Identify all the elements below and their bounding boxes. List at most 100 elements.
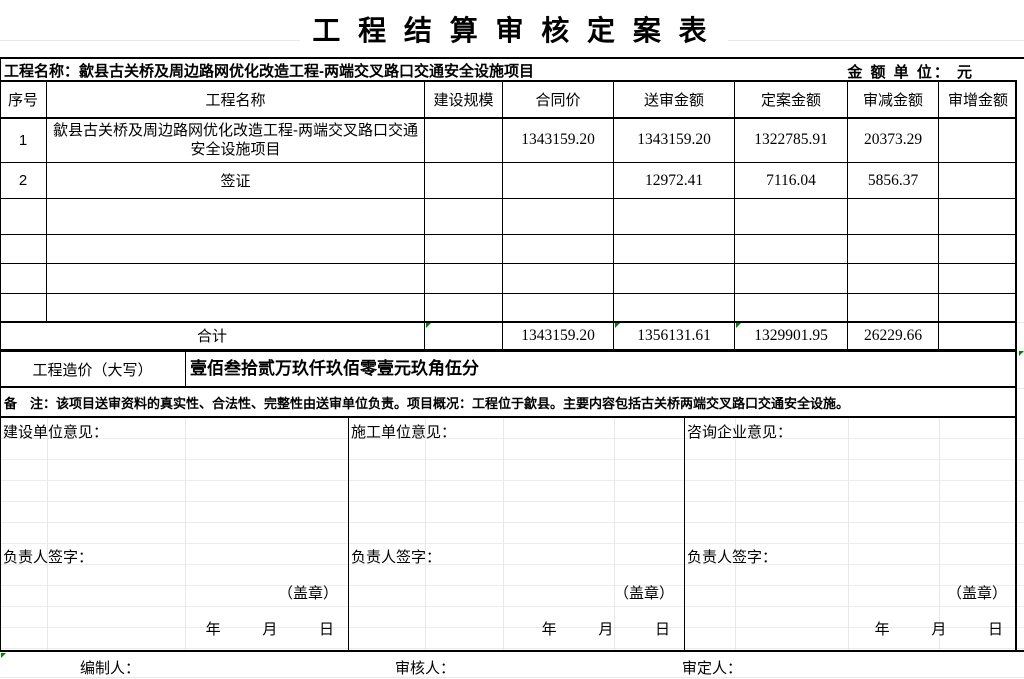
cell-reduced-amount[interactable] <box>848 235 939 264</box>
cell-finalized-amount[interactable] <box>735 199 848 235</box>
cell-scale[interactable] <box>425 199 503 235</box>
gridline <box>503 418 504 650</box>
cell-increased-amount[interactable] <box>939 235 1017 264</box>
cell-reduced-amount[interactable] <box>848 294 939 322</box>
cell-seq[interactable] <box>0 199 47 235</box>
cell-reduced-amount[interactable]: 5856.37 <box>848 163 939 199</box>
gridline-area <box>0 418 1024 650</box>
total-cell-reduced-amount[interactable]: 26229.66 <box>848 322 939 350</box>
gridline <box>185 418 186 650</box>
cell-contract-price[interactable]: 1343159.20 <box>503 118 614 163</box>
table-right-border <box>1015 82 1017 652</box>
cell-reduced-amount[interactable] <box>848 264 939 294</box>
total-bottom-border <box>0 350 1017 352</box>
cell-finalized-amount[interactable]: 7116.04 <box>735 163 848 199</box>
col-header-reduced-amount[interactable]: 审减金额 <box>848 82 939 118</box>
settlement-table: 序号 工程名称 建设规模 合同价 送审金额 定案金额 审减金额 审增金额 1 歙… <box>0 82 1017 350</box>
cell-error-triangle-icon <box>736 323 741 328</box>
col-header-finalized-amount[interactable]: 定案金额 <box>735 82 848 118</box>
header-bottom-border <box>0 117 1017 119</box>
cell-contract-price[interactable] <box>503 199 614 235</box>
cell-increased-amount[interactable] <box>939 118 1017 163</box>
cell-seq[interactable] <box>0 264 47 294</box>
cell-project-name[interactable]: 歙县古关桥及周边路网优化改造工程-两端交叉路口交通安全设施项目 <box>47 118 425 163</box>
cell-increased-amount[interactable] <box>939 163 1017 199</box>
opinion-box-consulting-firm[interactable]: 咨询企业意见： 负责人签字： （盖章） 年 月 日 <box>684 418 1017 650</box>
gridline <box>614 418 615 650</box>
cell-error-triangle-icon <box>1 653 6 658</box>
cell-finalized-amount[interactable] <box>735 294 848 322</box>
cell-seq[interactable]: 1 <box>0 118 47 163</box>
seal-label: （盖章） <box>277 585 338 602</box>
cell-scale[interactable] <box>425 163 503 199</box>
cell-seq[interactable] <box>0 294 47 322</box>
total-top-border <box>0 321 1017 323</box>
cell-scale[interactable] <box>425 235 503 264</box>
date-placeholder: 年 月 日 <box>541 621 670 638</box>
responsible-sign-label: 负责人签字： <box>351 549 442 566</box>
cell-finalized-amount[interactable] <box>735 235 848 264</box>
cell-reduced-amount[interactable]: 20373.29 <box>848 118 939 163</box>
cell-increased-amount[interactable] <box>939 199 1017 235</box>
col-header-project-name[interactable]: 工程名称 <box>47 82 425 118</box>
total-row-label[interactable]: 合计 <box>0 322 425 350</box>
total-cell-finalized-amount[interactable]: 1329901.95 <box>735 322 848 350</box>
col-header-seq[interactable]: 序号 <box>0 82 47 118</box>
cell-seq[interactable]: 2 <box>0 163 47 199</box>
approver-label[interactable]: 审定人： <box>682 660 743 677</box>
cell-submitted-amount[interactable]: 12972.41 <box>614 163 735 199</box>
cell-contract-price[interactable] <box>503 264 614 294</box>
cell-submitted-amount[interactable] <box>614 199 735 235</box>
gridline <box>425 418 426 650</box>
cell-project-name[interactable] <box>47 235 425 264</box>
cell-scale[interactable] <box>425 294 503 322</box>
cell-project-name[interactable]: 签证 <box>47 163 425 199</box>
cost-in-words-label[interactable]: 工程造价（大写） <box>0 352 186 386</box>
cell-scale[interactable] <box>425 264 503 294</box>
cell-project-name[interactable] <box>47 264 425 294</box>
cell-finalized-amount[interactable] <box>735 264 848 294</box>
cell-submitted-amount[interactable]: 1343159.20 <box>614 118 735 163</box>
total-cell-increased-amount[interactable] <box>939 322 1017 350</box>
cost-in-words-value[interactable]: 壹佰叁拾贰万玖仟玖佰零壹元玖角伍分 <box>190 359 479 378</box>
cell-increased-amount[interactable] <box>939 294 1017 322</box>
opinion-box-construction-unit[interactable]: 建设单位意见： 负责人签字： （盖章） 年 月 日 <box>0 418 348 650</box>
table-left-border <box>0 59 1 652</box>
amount-unit-label: 金 额 单 位： 元 <box>847 64 974 81</box>
divider <box>0 416 1017 418</box>
opinion-box-contractor-unit[interactable]: 施工单位意见： 负责人签字： （盖章） 年 月 日 <box>348 418 684 650</box>
col-header-scale[interactable]: 建设规模 <box>425 82 503 118</box>
col-header-contract-price[interactable]: 合同价 <box>503 82 614 118</box>
seal-label: （盖章） <box>613 585 674 602</box>
project-name-label: 工程名称： <box>4 63 80 80</box>
cell-seq[interactable] <box>0 235 47 264</box>
cell-reduced-amount[interactable] <box>848 199 939 235</box>
cell-scale[interactable] <box>425 118 503 163</box>
cell-project-name[interactable] <box>47 294 425 322</box>
cell-contract-price[interactable] <box>503 235 614 264</box>
column-divider <box>348 418 349 650</box>
responsible-sign-label: 负责人签字： <box>3 549 94 566</box>
col-header-submitted-amount[interactable]: 送审金额 <box>614 82 735 118</box>
gridline <box>0 677 1024 678</box>
reviewer-label[interactable]: 审核人： <box>395 660 456 677</box>
cell-contract-price[interactable] <box>503 294 614 322</box>
gridline <box>1017 322 1024 323</box>
date-placeholder: 年 月 日 <box>874 621 1003 638</box>
responsible-sign-label: 负责人签字： <box>687 549 778 566</box>
total-cell-scale[interactable] <box>425 322 503 350</box>
cell-submitted-amount[interactable] <box>614 264 735 294</box>
cell-increased-amount[interactable] <box>939 264 1017 294</box>
preparer-label[interactable]: 编制人： <box>80 660 141 677</box>
cell-finalized-amount[interactable]: 1322785.91 <box>735 118 848 163</box>
cell-submitted-amount[interactable] <box>614 235 735 264</box>
remark-text[interactable]: 备 注：该项目送审资料的真实性、合法性、完整性由送审单位负责。项目概况：工程位于… <box>4 396 850 411</box>
gridline <box>1017 388 1024 389</box>
cell-contract-price[interactable] <box>503 163 614 199</box>
total-cell-contract-price[interactable]: 1343159.20 <box>503 322 614 350</box>
cell-project-name[interactable] <box>47 199 425 235</box>
col-header-increased-amount[interactable]: 审增金额 <box>939 82 1017 118</box>
total-cell-submitted-amount[interactable]: 1356131.61 <box>614 322 735 350</box>
cell-submitted-amount[interactable] <box>614 294 735 322</box>
